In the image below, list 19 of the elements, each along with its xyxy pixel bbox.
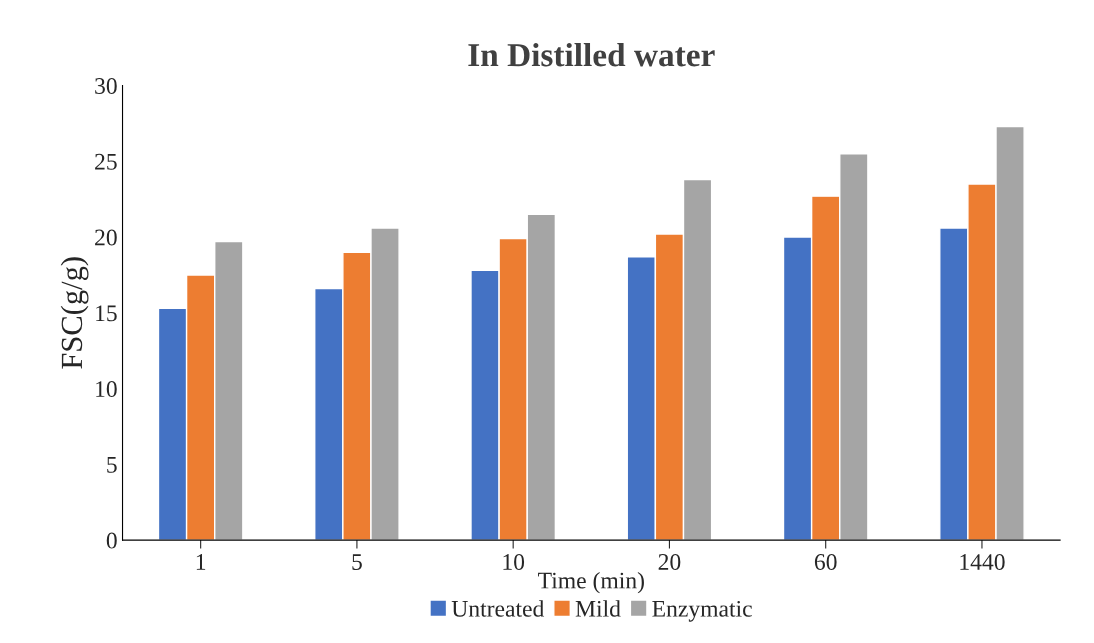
chart-title: In Distilled water xyxy=(468,42,715,67)
legend-label: Enzymatic xyxy=(652,600,752,622)
x-tick-label: 60 xyxy=(814,554,837,570)
y-tick-label: 25 xyxy=(95,153,117,170)
y-tick-label: 10 xyxy=(96,381,117,398)
y-tick-label: 20 xyxy=(95,229,117,246)
y-tick-label: 0 xyxy=(106,532,117,549)
x-tick-label: 5 xyxy=(352,554,362,570)
x-axis-title: Time (min) xyxy=(538,571,644,594)
y-axis-title: FSC(g/g) xyxy=(60,257,89,369)
y-tick-label: 15 xyxy=(96,305,117,322)
x-tick-label: 1 xyxy=(196,554,206,570)
x-tick-label: 10 xyxy=(503,554,525,570)
y-tick-label: 30 xyxy=(95,78,117,94)
legend-label: Mild xyxy=(575,600,621,617)
x-tick-label: 20 xyxy=(658,554,681,570)
x-tick-label: 1440 xyxy=(960,554,1005,570)
y-tick-label: 5 xyxy=(107,457,117,473)
legend-label: Untreated xyxy=(451,600,545,617)
